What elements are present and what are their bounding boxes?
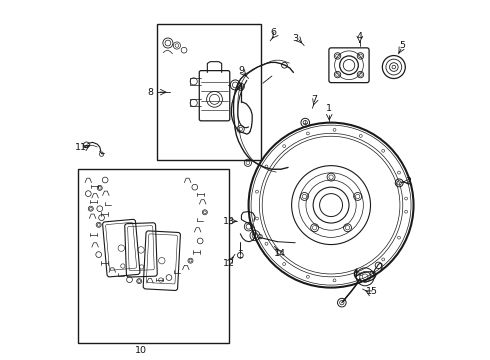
Text: 11: 11 — [75, 143, 87, 152]
Bar — [157, 24, 261, 160]
Text: 3: 3 — [292, 34, 298, 43]
Text: 13: 13 — [223, 217, 235, 226]
Text: 5: 5 — [399, 41, 405, 50]
Text: 8: 8 — [147, 87, 153, 96]
Text: 15: 15 — [367, 287, 378, 296]
Text: 4: 4 — [357, 32, 363, 41]
Text: 6: 6 — [270, 28, 277, 37]
Text: 12: 12 — [223, 259, 235, 268]
Text: 2: 2 — [405, 177, 411, 186]
Text: 10: 10 — [135, 346, 147, 355]
Text: 9: 9 — [239, 66, 245, 75]
Bar — [78, 169, 229, 343]
Text: 14: 14 — [274, 249, 286, 258]
Text: 7: 7 — [311, 95, 317, 104]
Text: 1: 1 — [326, 104, 332, 113]
